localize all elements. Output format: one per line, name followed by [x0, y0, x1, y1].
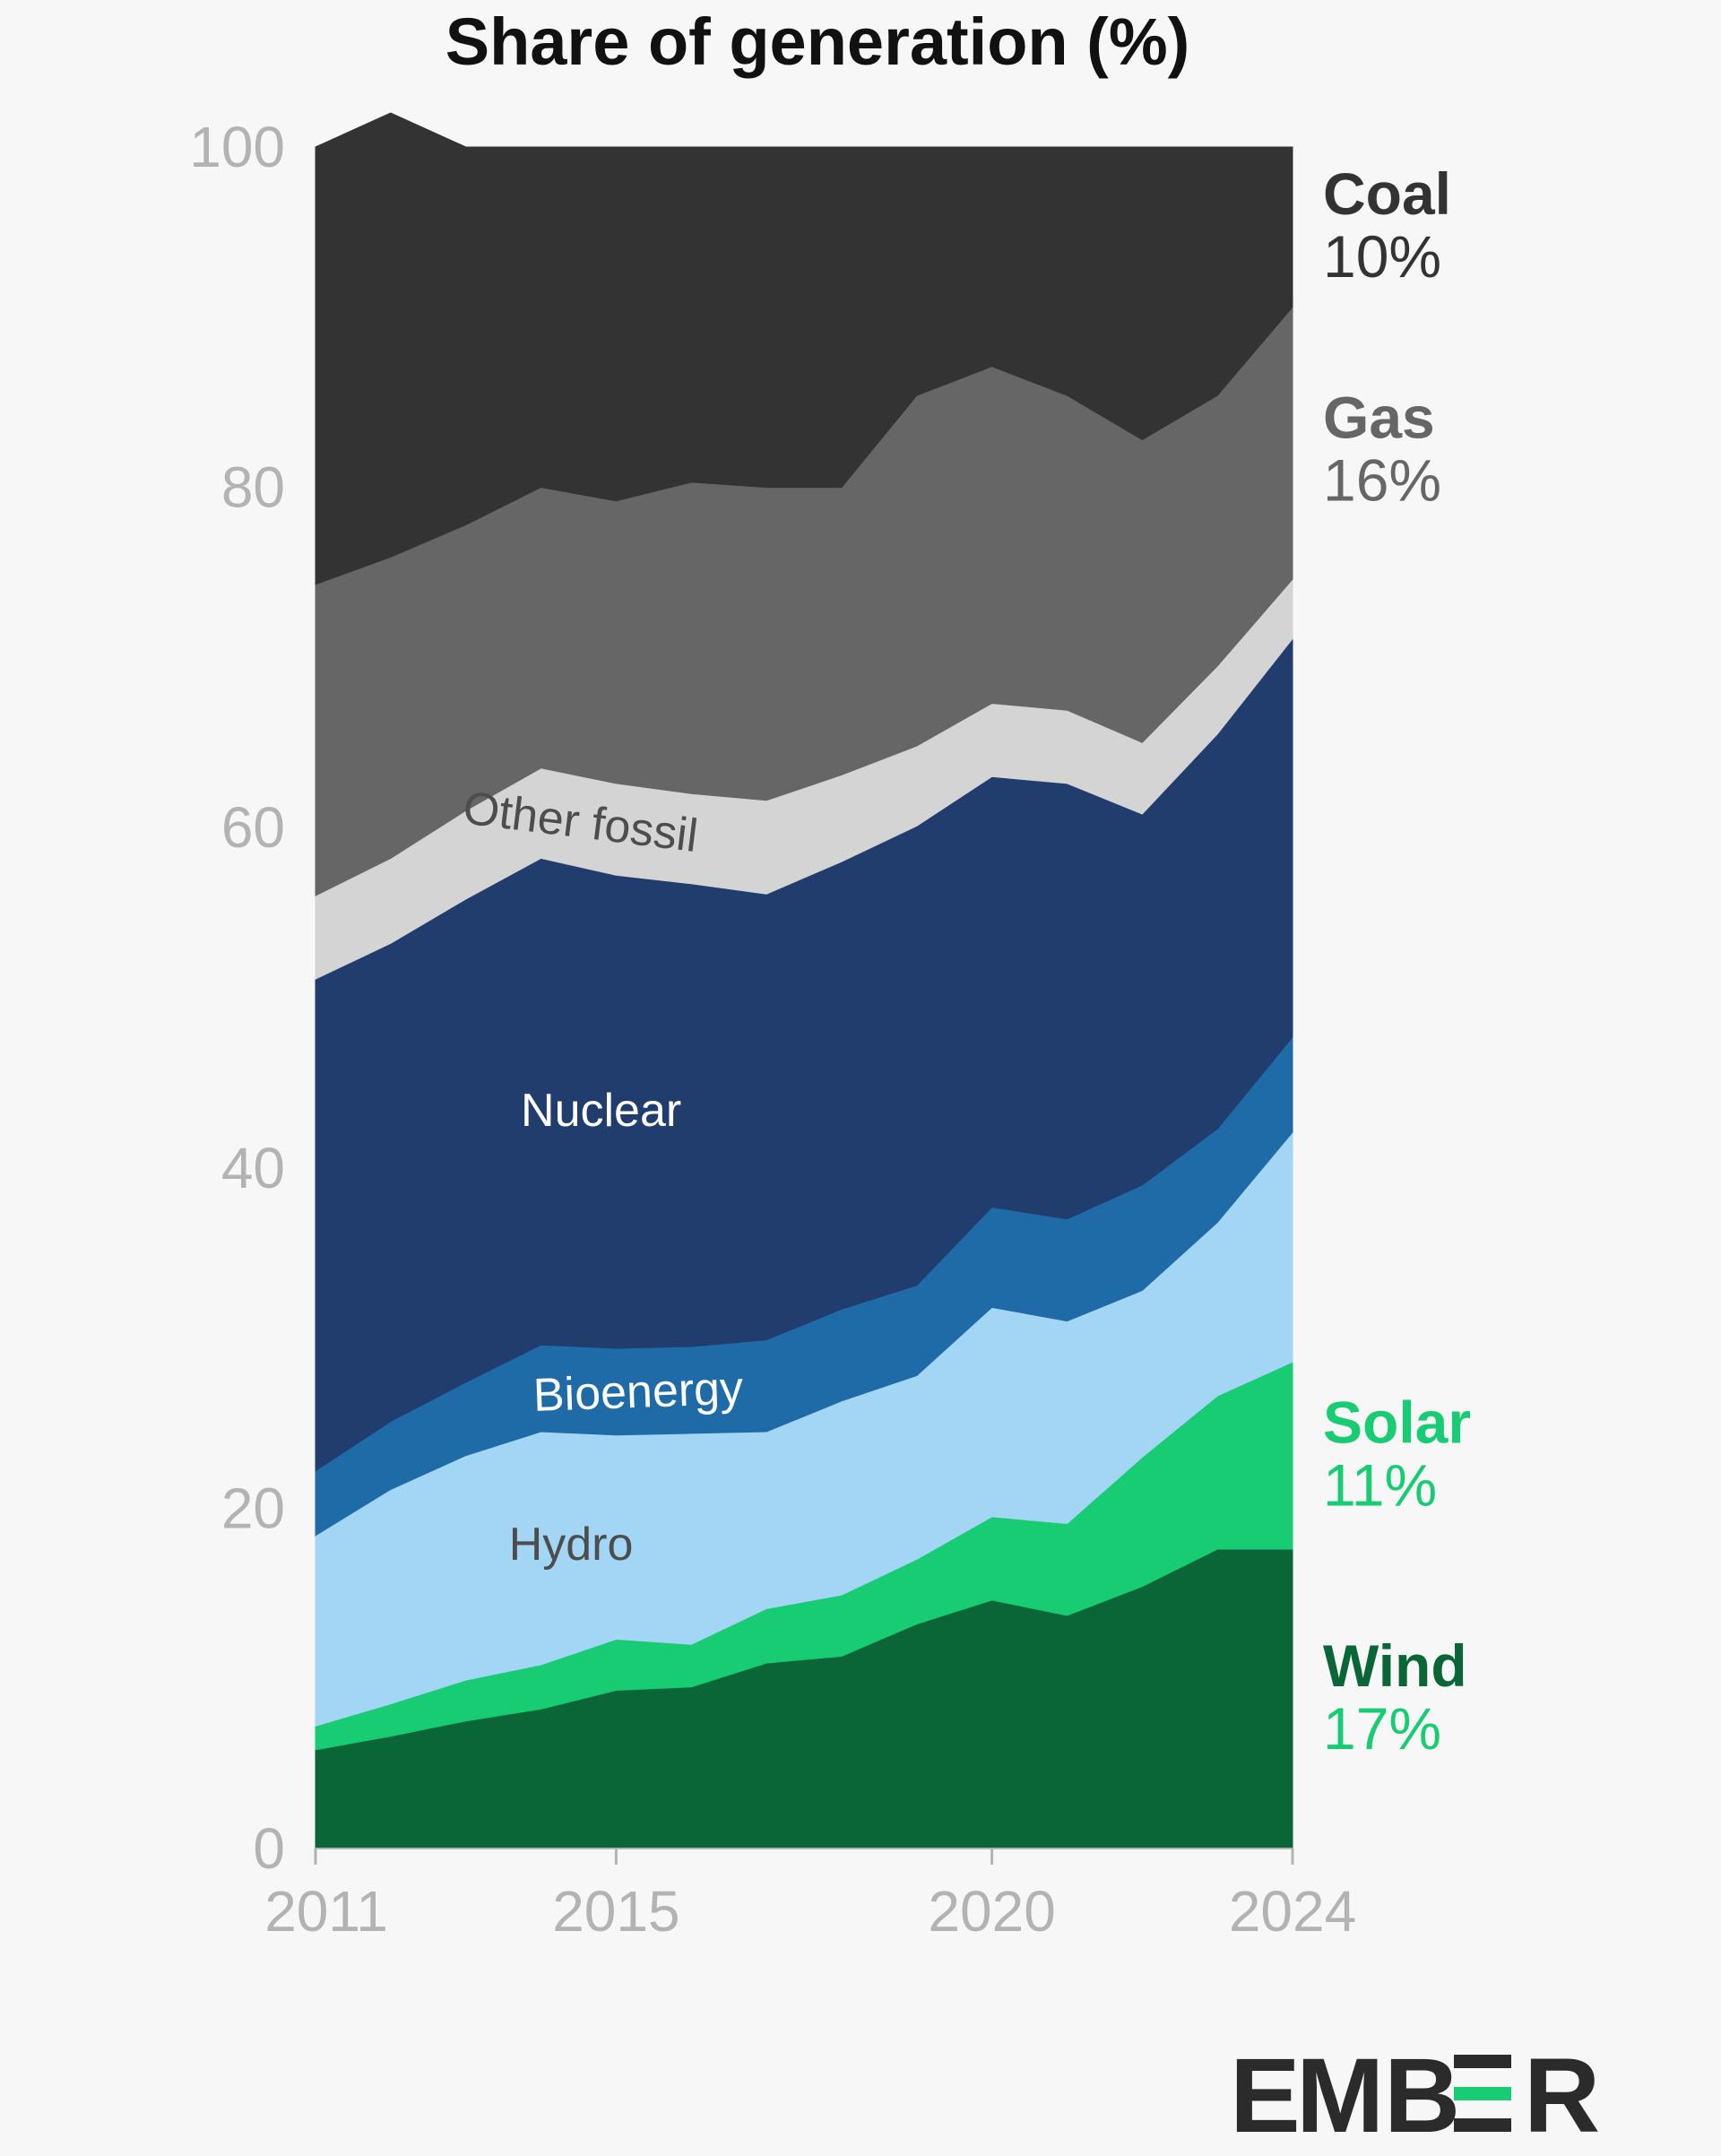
y-tick-label: 100	[189, 115, 285, 179]
inline-label-bioenergy: Bioenergy	[532, 1363, 744, 1422]
x-axis-ticks: 2011 2015 2020 2024	[264, 1848, 1356, 1944]
inline-label-hydro: Hydro	[509, 1519, 634, 1571]
end-label-percent: 17%	[1323, 1695, 1441, 1762]
x-tick-label: 2024	[1229, 1879, 1356, 1944]
logo-accent-e	[1454, 2055, 1511, 2132]
areas-layer	[315, 112, 1293, 1849]
y-tick-label: 80	[221, 455, 285, 520]
ember-logo: EMB R	[1230, 2037, 1605, 2155]
y-axis-ticks: 0 20 40 60 80 100	[189, 115, 285, 1881]
y-tick-label: 60	[221, 795, 285, 860]
x-tick-label: 2015	[552, 1879, 679, 1944]
logo-letter: M	[1296, 2037, 1389, 2152]
inline-label-nuclear: Nuclear	[521, 1085, 681, 1137]
end-label-name: Gas	[1323, 384, 1435, 450]
end-label-percent: 11%	[1323, 1452, 1437, 1519]
end-label-percent: 10%	[1323, 223, 1441, 290]
y-tick-label: 0	[253, 1816, 285, 1881]
logo-letter: B	[1384, 2037, 1466, 2152]
chart-title: Share of generation (%)	[445, 4, 1190, 79]
logo-letter: R	[1524, 2037, 1605, 2152]
y-tick-label: 20	[221, 1476, 285, 1540]
x-tick-label: 2011	[264, 1879, 388, 1944]
end-label-name: Wind	[1323, 1632, 1467, 1699]
end-label-name: Coal	[1323, 160, 1451, 227]
end-label-percent: 16%	[1323, 446, 1441, 513]
area-coal	[315, 112, 1293, 585]
x-tick-label: 2020	[928, 1879, 1055, 1944]
y-tick-label: 40	[221, 1136, 285, 1200]
end-label-name: Solar	[1323, 1390, 1471, 1456]
logo-letter: E	[1230, 2037, 1306, 2152]
